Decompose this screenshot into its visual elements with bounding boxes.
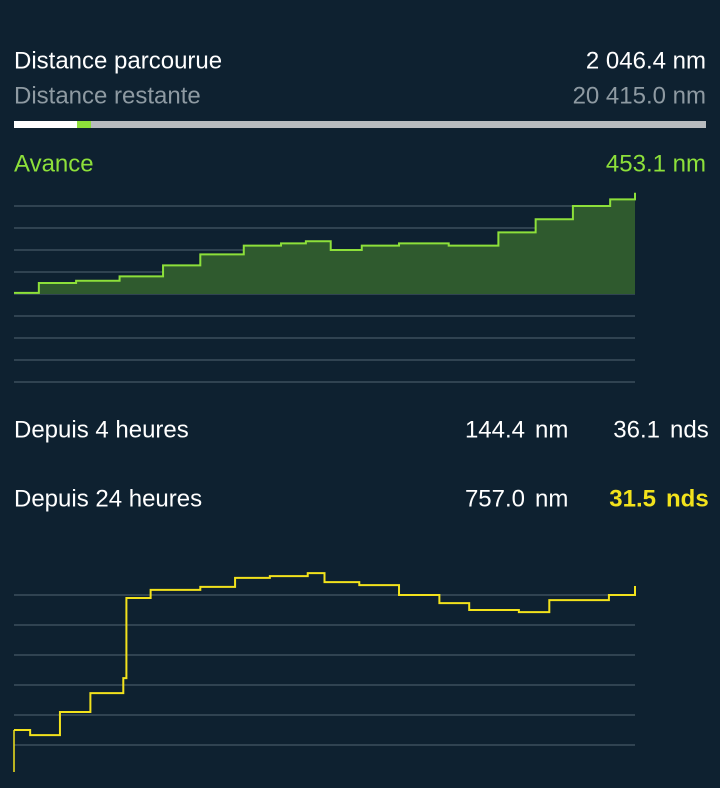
- period-distance-unit: nm: [535, 485, 568, 512]
- period-distance-unit: nm: [535, 416, 568, 443]
- period-speed: 31.5: [609, 485, 656, 512]
- progress-lead: [77, 121, 92, 128]
- period-speed: 36.1: [613, 416, 660, 443]
- line: [14, 192, 636, 294]
- traveled-value: 2 046.4 nm: [586, 47, 706, 74]
- period-distance: 144.4: [465, 416, 525, 443]
- remaining-value: 20 415.0 nm: [573, 82, 706, 109]
- area-fill: [14, 192, 635, 294]
- lead-title: Avance: [14, 150, 94, 177]
- period-distance: 757.0: [465, 485, 525, 512]
- remaining-title: Distance restante: [14, 82, 201, 109]
- line: [14, 572, 636, 737]
- period-speed-unit: nds: [670, 416, 709, 443]
- period-title: Depuis 4 heures: [14, 416, 189, 443]
- period-speed-unit: nds: [666, 485, 709, 512]
- progress-traveled: [14, 121, 78, 128]
- lead-value: 453.1 nm: [606, 150, 706, 177]
- progress-track: [14, 121, 706, 128]
- period-title: Depuis 24 heures: [14, 485, 202, 512]
- traveled-title: Distance parcourue: [14, 47, 222, 74]
